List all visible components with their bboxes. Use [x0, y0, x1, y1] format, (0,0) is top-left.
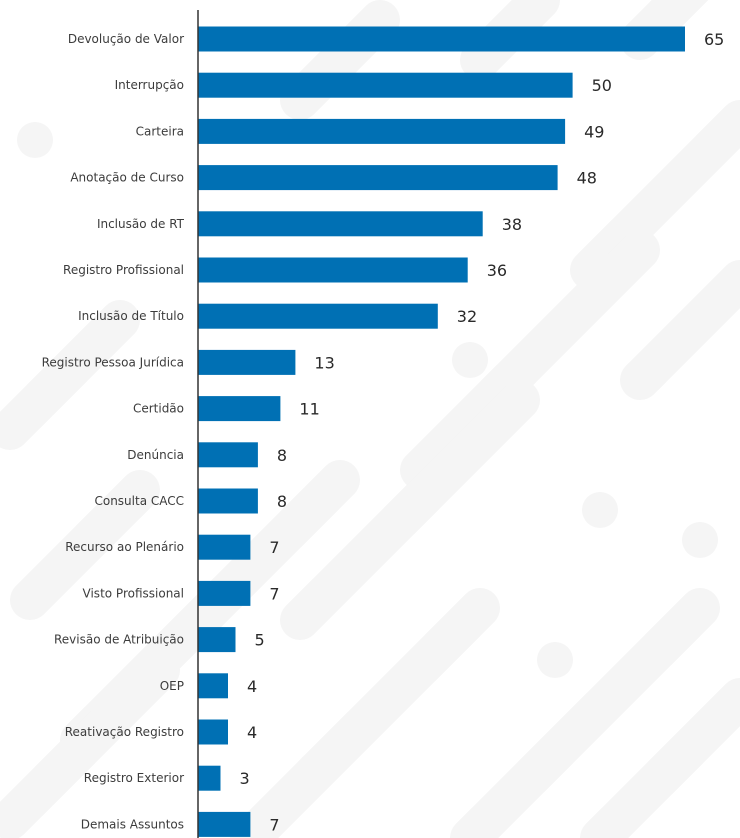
bar	[198, 303, 438, 329]
bar	[198, 580, 251, 606]
value-label: 8	[277, 446, 287, 465]
bar	[198, 442, 258, 468]
bar	[198, 349, 296, 375]
bar	[198, 72, 573, 98]
bar	[198, 211, 483, 237]
category-label: Registro Exterior	[84, 771, 184, 785]
value-label: 7	[269, 815, 279, 834]
bar	[198, 165, 558, 191]
value-label: 13	[314, 353, 334, 372]
category-label: Devolução de Valor	[68, 32, 184, 46]
category-label: Registro Profissional	[63, 263, 184, 277]
value-label: 50	[592, 76, 612, 95]
bar	[198, 396, 281, 422]
bar	[198, 673, 228, 699]
value-labels: 65 50 49 48 38 36 32 13 11 8 8 7 7 5 4 4 3 7	[240, 30, 725, 834]
category-label: Inclusão de Título	[78, 309, 184, 323]
value-label: 48	[577, 169, 597, 188]
value-label: 36	[487, 261, 507, 280]
bar	[198, 627, 236, 653]
category-label: Certidão	[133, 402, 184, 416]
category-label: Consulta CACC	[94, 494, 184, 508]
value-label: 32	[457, 307, 477, 326]
category-label: Demais Assuntos	[81, 817, 184, 831]
value-label: 7	[269, 584, 279, 603]
category-label: Registro Pessoa Jurídica	[42, 355, 184, 369]
value-label: 38	[502, 215, 522, 234]
bar	[198, 118, 566, 144]
category-label: Inclusão de RT	[97, 217, 185, 231]
category-label: Interrupção	[115, 78, 184, 92]
category-labels: Devolução de Valor Interrupção Carteira Ano…	[42, 32, 185, 831]
value-label: 11	[299, 400, 319, 419]
bar	[198, 811, 251, 837]
value-label: 4	[247, 677, 257, 696]
bar	[198, 257, 468, 283]
bar	[198, 719, 228, 745]
value-label: 8	[277, 492, 287, 511]
category-label: Reativação Registro	[65, 725, 184, 739]
category-label: Visto Profissional	[83, 586, 184, 600]
category-label: Anotação de Curso	[70, 171, 184, 185]
value-label: 3	[240, 769, 250, 788]
value-label: 7	[269, 538, 279, 557]
category-label: Revisão de Atribuição	[54, 633, 184, 647]
value-label: 49	[584, 122, 604, 141]
category-label: OEP	[160, 679, 184, 693]
bar	[198, 488, 258, 514]
value-label: 65	[704, 30, 724, 49]
category-label: Recurso ao Plenário	[65, 540, 184, 554]
value-label: 4	[247, 723, 257, 742]
category-label: Denúncia	[127, 448, 184, 462]
value-label: 5	[255, 631, 265, 650]
bar	[198, 26, 685, 52]
bar	[198, 765, 221, 791]
bar	[198, 534, 251, 560]
bars-group	[198, 26, 685, 837]
category-label: Carteira	[136, 124, 184, 138]
